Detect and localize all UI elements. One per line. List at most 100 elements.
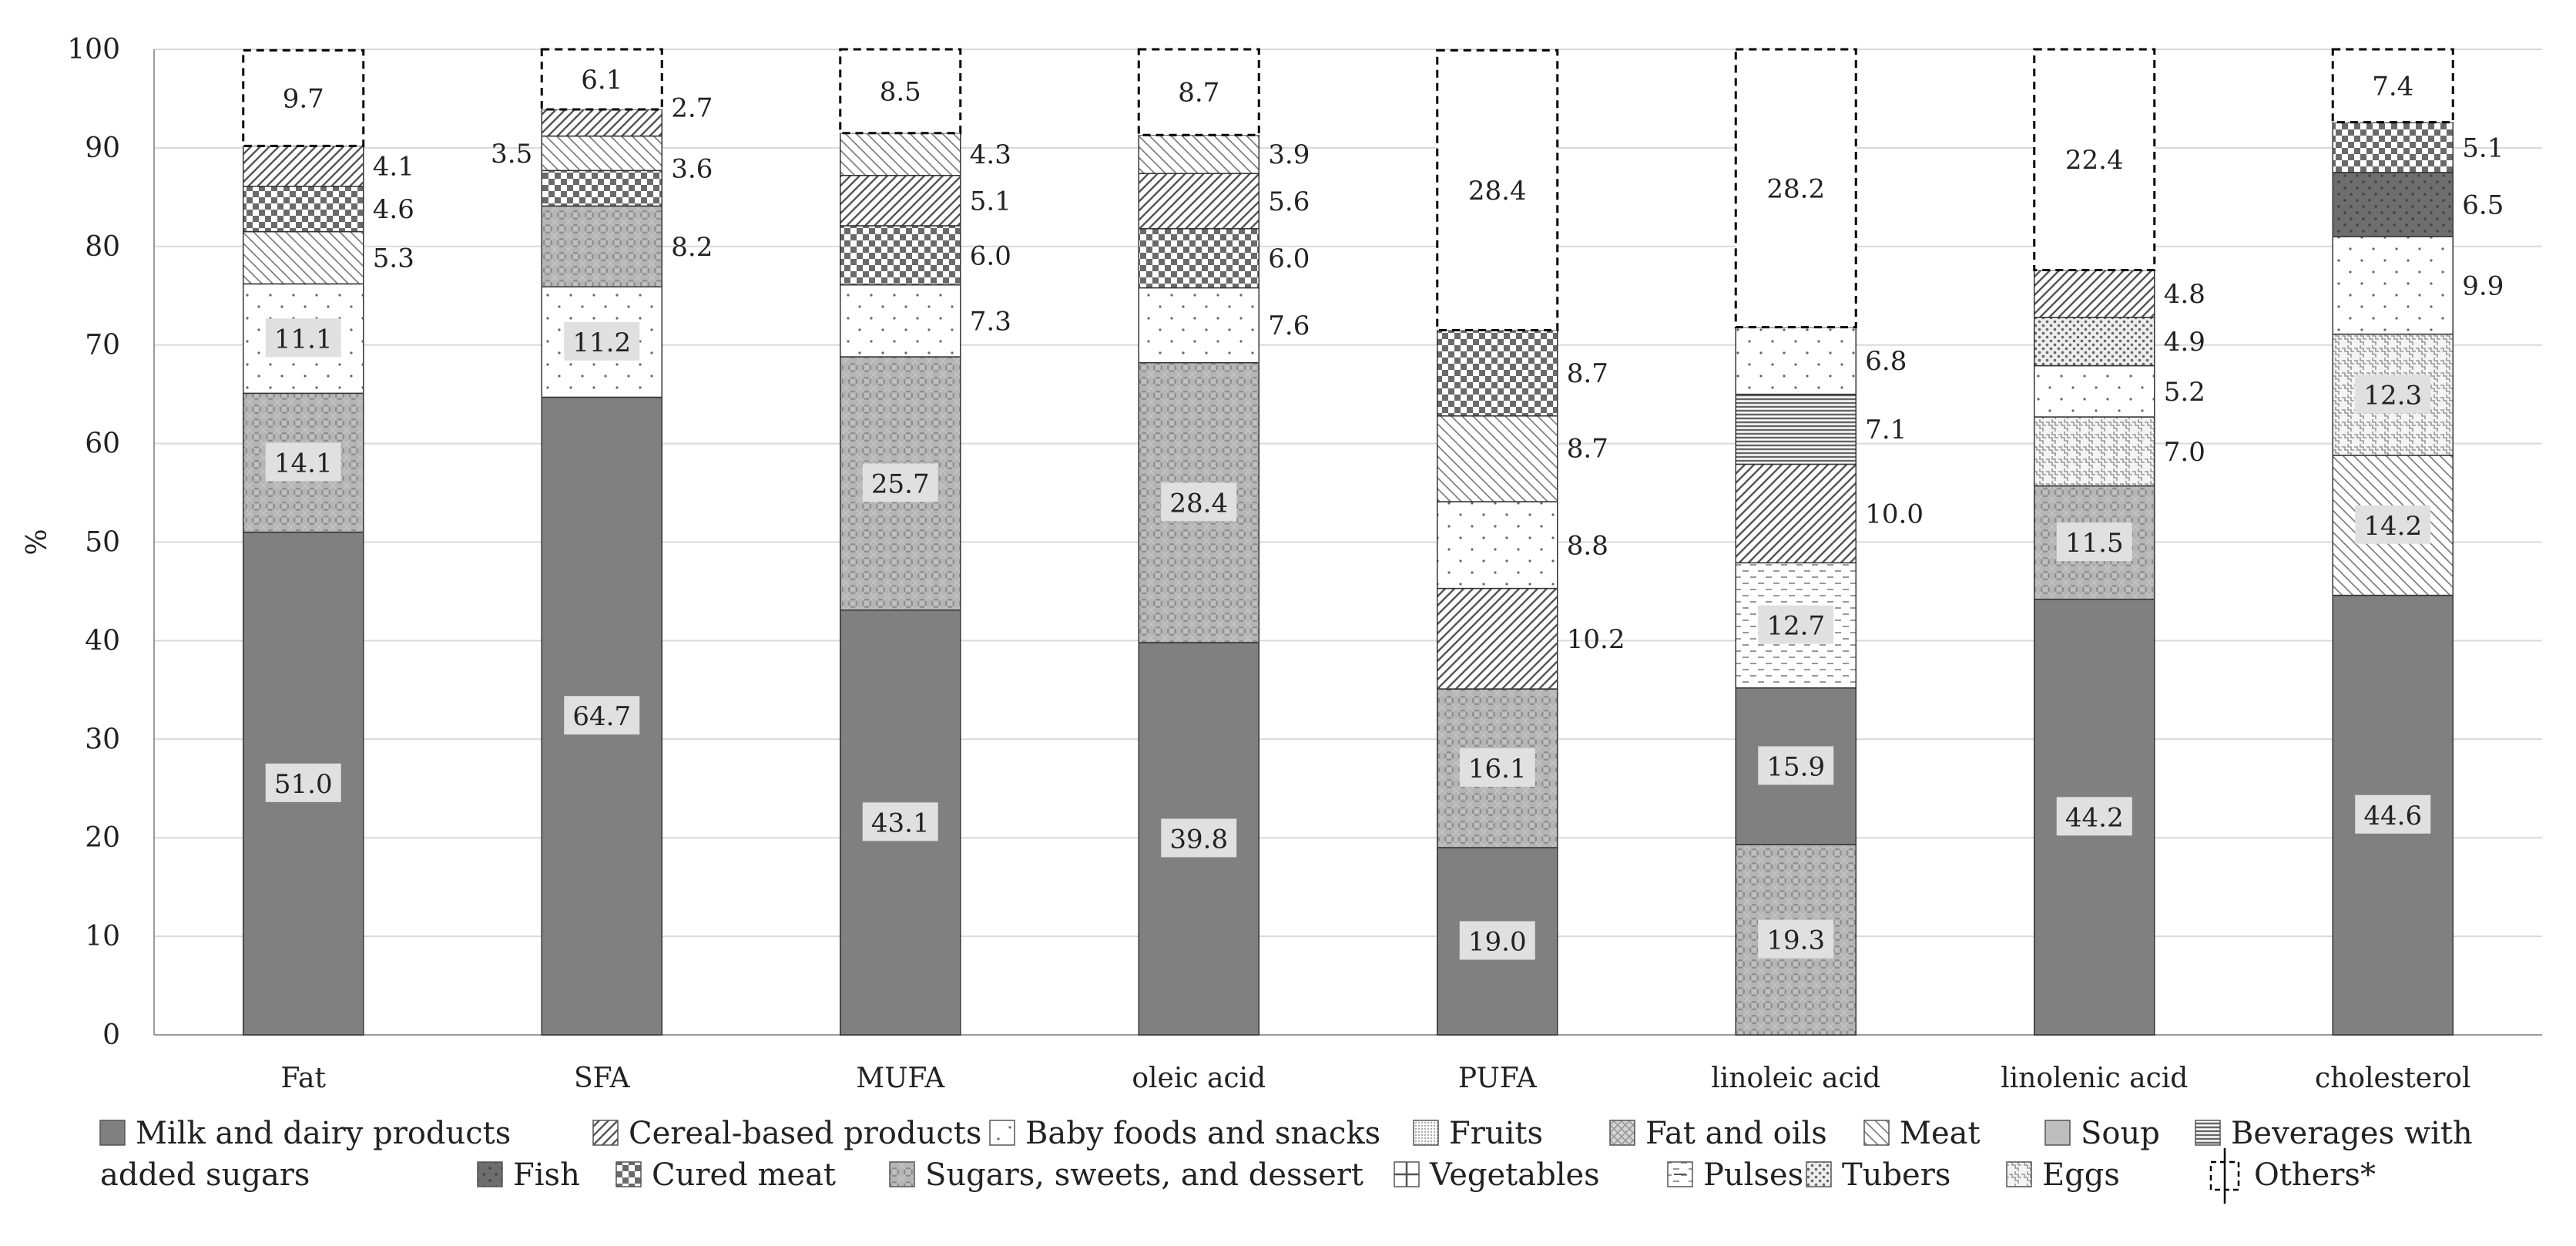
legend-label-fruits: Fruits <box>1449 1116 1543 1151</box>
x-tick-label-oleic-acid: oleic acid <box>1132 1063 1266 1094</box>
x-tick-label-cholesterol: cholesterol <box>2315 1063 2470 1094</box>
data-label-box <box>1161 482 1237 522</box>
bar-segment-pufa-cereal-based-products <box>1437 587 1558 690</box>
data-label-cholesterol-0: 44.6 <box>2363 801 2422 831</box>
data-label-box <box>2355 794 2431 834</box>
legend-label-pulses: Pulses <box>1703 1157 1803 1193</box>
bar-segment-linoleic-acid-cereal-based-products <box>1735 463 1857 564</box>
data-label-fat-0: 51.0 <box>274 769 333 800</box>
legend-label-sugars-sweets-and-dessert: Sugars, sweets, and dessert <box>925 1157 1363 1193</box>
y-tick-label: 0 <box>102 1019 120 1051</box>
y-tick-label: 70 <box>85 330 120 361</box>
data-label-linolenic-acid-0: 44.2 <box>2065 802 2124 833</box>
legend-label-baby-foods-and-snacks: Baby foods and snacks <box>1025 1116 1380 1151</box>
bar-segment-oleic-acid-baby-foods-and-snacks <box>1138 287 1259 364</box>
data-label-linolenic-acid-2: 7.0 <box>2164 437 2205 468</box>
data-label-box <box>1758 919 1834 959</box>
data-label-box <box>265 763 341 802</box>
legend-label-eggs: Eggs <box>2042 1157 2120 1193</box>
bar-segment-linolenic-acid-tubers <box>2034 317 2155 367</box>
data-label-sfa-6: 6.1 <box>581 65 622 96</box>
bar-segment-sfa-sugars-sweets-and-dessert <box>541 205 662 287</box>
data-label-box <box>1459 921 1535 960</box>
data-label-pufa-4: 8.7 <box>1567 433 1608 464</box>
legend-swatch-pulses <box>1667 1161 1693 1187</box>
legend-swatch-sugars <box>889 1161 915 1187</box>
data-label-box <box>1758 746 1834 785</box>
legend-swatch-soup <box>2044 1120 2071 1146</box>
x-tick-label-pufa: PUFA <box>1458 1063 1538 1094</box>
data-label-oleic-acid-3: 6.0 <box>1268 243 1310 274</box>
legend-swatch-fish <box>477 1161 503 1187</box>
data-label-cholesterol-2: 12.3 <box>2363 380 2422 411</box>
bar-segment-mufa-cured-meat <box>840 225 961 286</box>
legend-swatch-cereal <box>592 1120 619 1146</box>
legend-swatch-meat <box>1863 1120 1890 1146</box>
bar-segment-sfa-cured-meat <box>541 170 662 207</box>
legend-label-tubers: Tubers <box>1842 1157 1950 1193</box>
bar-segment-mufa-meat <box>840 132 961 176</box>
legend-label-others: Others* <box>2254 1157 2376 1193</box>
data-label-box <box>265 442 341 482</box>
y-tick-label: 80 <box>85 231 120 263</box>
data-label-box <box>2355 374 2431 414</box>
y-axis-label: % <box>22 529 53 555</box>
data-label-mufa-1: 25.7 <box>871 469 930 499</box>
data-label-box <box>1161 818 1237 858</box>
bar-segment-linoleic-acid-others <box>1734 48 1857 329</box>
data-label-mufa-6: 8.5 <box>880 76 921 107</box>
data-label-pufa-2: 10.2 <box>1567 624 1625 655</box>
y-tick-label: 20 <box>85 822 120 854</box>
data-label-pufa-0: 19.0 <box>1468 926 1527 957</box>
data-label-linoleic-acid-0: 19.3 <box>1766 925 1825 956</box>
bar-segment-oleic-acid-cured-meat <box>1138 228 1259 289</box>
legend-label-cereal-based-products: Cereal-based products <box>629 1116 981 1151</box>
data-label-box <box>564 696 640 735</box>
y-tick-label: 100 <box>67 34 120 65</box>
legend-label-meat: Meat <box>1900 1116 1981 1151</box>
legend-label-fat-and-oils: Fat and oils <box>1645 1116 1827 1151</box>
legend-label-cured-meat: Cured meat <box>652 1157 836 1193</box>
legend-swatch-bev <box>2195 1120 2221 1146</box>
y-tick-label: 30 <box>85 724 120 755</box>
data-label-fat-5: 4.1 <box>373 152 414 183</box>
data-label-cholesterol-6: 7.4 <box>2372 71 2413 102</box>
x-tick-label-fat: Fat <box>281 1063 327 1094</box>
legend-swatch-baby <box>989 1120 1015 1146</box>
data-label-sfa-1: 11.2 <box>572 327 631 358</box>
bar-segment-oleic-acid-others <box>1137 48 1260 136</box>
legend-swatch-milk <box>99 1120 126 1146</box>
data-label-sfa-5: 2.7 <box>671 92 713 123</box>
legend-label-milk-and-dairy-products: Milk and dairy products <box>136 1116 511 1151</box>
data-label-linoleic-acid-4: 7.1 <box>1865 415 1907 445</box>
data-label-linoleic-acid-5: 6.8 <box>1865 346 1907 377</box>
data-label-linoleic-acid-1: 15.9 <box>1766 751 1825 782</box>
y-tick-label: 50 <box>85 527 120 559</box>
data-label-cholesterol-5: 5.1 <box>2462 133 2504 163</box>
data-label-linolenic-acid-6: 22.4 <box>2065 145 2124 176</box>
data-label-mufa-4: 5.1 <box>970 186 1011 217</box>
data-label-pufa-6: 28.4 <box>1468 176 1527 207</box>
data-label-mufa-2: 7.3 <box>970 306 1011 337</box>
data-label-oleic-acid-2: 7.6 <box>1268 311 1310 341</box>
data-label-mufa-5: 4.3 <box>970 139 1011 170</box>
data-label-box <box>862 802 938 841</box>
data-label-sfa-2: 8.2 <box>671 232 713 263</box>
legend-swatch-eggs <box>2006 1161 2032 1187</box>
bar-segment-pufa-meat <box>1437 415 1558 502</box>
legend-label-beverages-with-added-sugars: Beverages with <box>2231 1116 2473 1151</box>
legend-label-vegetables: Vegetables <box>1429 1157 1600 1193</box>
y-tick-label: 60 <box>85 428 120 460</box>
data-label-fat-6: 9.7 <box>283 83 324 114</box>
data-label-fat-2: 11.1 <box>274 324 333 354</box>
bar-segment-linolenic-acid-baby-foods-and-snacks <box>2034 364 2155 418</box>
bar-segment-pufa-others <box>1436 49 1559 332</box>
bar-segment-oleic-acid-cereal-based-products <box>1138 173 1259 230</box>
data-label-box <box>2355 505 2431 544</box>
data-label-mufa-0: 43.1 <box>871 808 930 838</box>
bar-segment-cholesterol-others <box>2331 48 2454 124</box>
data-label-mufa-3: 6.0 <box>970 240 1011 271</box>
x-tick-label-linoleic-acid: linoleic acid <box>1711 1063 1880 1094</box>
data-label-linoleic-acid-6: 28.2 <box>1766 173 1825 204</box>
